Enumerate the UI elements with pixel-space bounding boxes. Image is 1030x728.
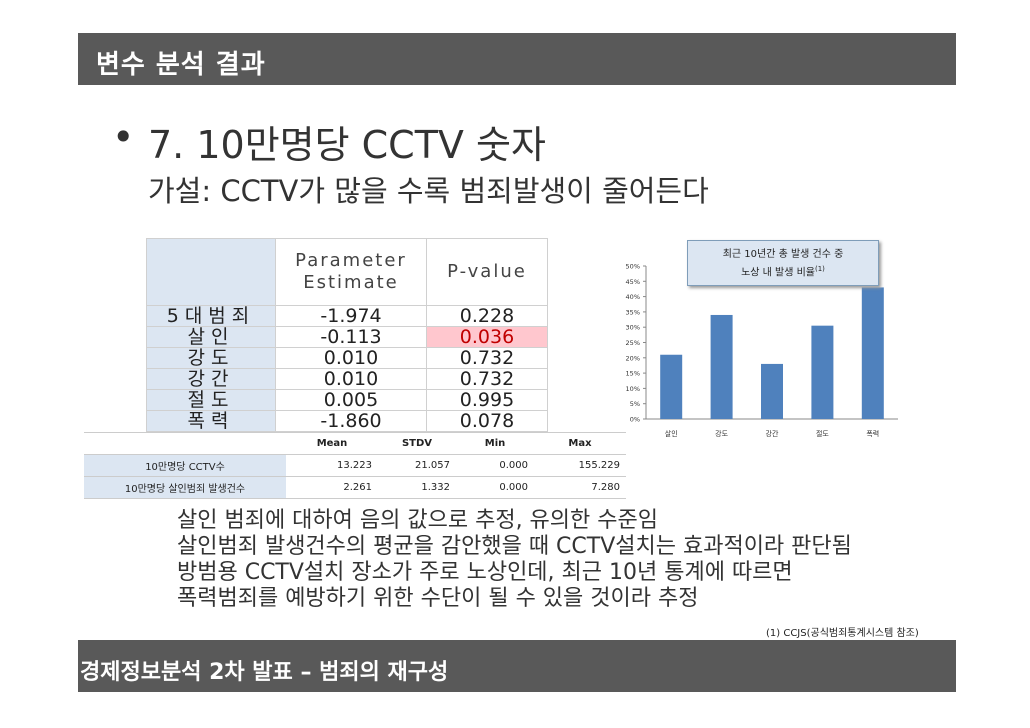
mean-cell: 2.261 xyxy=(286,476,378,499)
x-tick-label: 살인 xyxy=(665,429,678,438)
bar-chart: 0% 5% 10% 15% 20% 25% 30% 35% 40% 45% 50% 살인 강도 강간 절도 폭… xyxy=(626,263,898,438)
pvalue-cell-highlighted: 0.036 xyxy=(426,326,548,348)
y-tick-label: 15% xyxy=(626,370,640,378)
y-tick-label: 5% xyxy=(630,400,640,408)
footnote: (1) CCJS(공식범죄통계시스템 참조) xyxy=(766,628,919,639)
footer-bar xyxy=(78,640,956,692)
table-row: 폭력 -1.860 0.078 xyxy=(146,410,548,432)
hypothesis-text: 가설: CCTV가 많을 수록 범죄발생이 줄어든다 xyxy=(148,174,709,208)
x-tick-label: 절도 xyxy=(816,430,829,438)
pvalue-cell: 0.732 xyxy=(426,368,548,390)
header-bar xyxy=(78,33,956,85)
estimate-cell: -1.974 xyxy=(275,305,427,327)
table-row: 강간 0.010 0.732 xyxy=(146,368,548,390)
y-tick-label: 50% xyxy=(626,263,640,271)
table-row: 절도 0.005 0.995 xyxy=(146,389,548,411)
x-tick-label: 강도 xyxy=(715,429,728,438)
pvalue-cell: 0.995 xyxy=(426,389,548,411)
table-row: 살인 -0.113 0.036 xyxy=(146,326,548,348)
min-cell: 0.000 xyxy=(456,476,534,499)
min-cell: 0.000 xyxy=(456,454,534,477)
mean-cell: 13.223 xyxy=(286,454,378,477)
stdv-cell: 1.332 xyxy=(378,476,456,499)
chart-title-box: 최근 10년간 총 발생 건수 중 노상 내 발생 비율(1) xyxy=(687,240,879,286)
column-header-stdv: STDV xyxy=(378,432,456,455)
row-label: 살인 xyxy=(146,326,276,348)
bar xyxy=(660,354,683,419)
y-tick-label: 20% xyxy=(626,354,640,362)
bar xyxy=(861,287,884,419)
max-cell: 155.229 xyxy=(534,454,626,477)
table-row: 5대범죄 -1.974 0.228 xyxy=(146,305,548,327)
table-row: 10만명당 살인범죄 발생건수 2.261 1.332 0.000 7.280 xyxy=(84,476,626,499)
x-tick-label: 강간 xyxy=(766,429,779,438)
footer-title: 경제정보분석 2차 발표 – 범죄의 재구성 xyxy=(80,660,449,685)
row-label: 강도 xyxy=(146,347,276,369)
estimate-cell: -0.113 xyxy=(275,326,427,348)
x-tick-label: 폭력 xyxy=(866,430,879,438)
table-row: 강도 0.010 0.732 xyxy=(146,347,548,369)
conclusion-line: 방범용 CCTV설치 장소가 주로 노상인데, 최근 10년 통계에 따르면 xyxy=(177,560,793,585)
estimate-cell: 0.010 xyxy=(275,347,427,369)
column-header-max: Max xyxy=(534,432,626,455)
bar xyxy=(761,363,783,419)
y-tick-label: 10% xyxy=(626,385,640,393)
summary-corner xyxy=(84,432,286,455)
row-label: 10만명당 CCTV수 xyxy=(84,454,286,477)
conclusion-line: 살인범죄 발생건수의 평균을 감안했을 때 CCTV설치는 효과적이라 판단됨 xyxy=(177,534,852,559)
pvalue-cell: 0.228 xyxy=(426,305,548,327)
table-row: 10만명당 CCTV수 13.223 21.057 0.000 155.229 xyxy=(84,454,626,477)
row-label: 절도 xyxy=(146,389,276,411)
max-cell: 7.280 xyxy=(534,476,626,499)
bar xyxy=(811,325,834,419)
estimate-cell: 0.005 xyxy=(275,389,427,411)
y-tick-label: 40% xyxy=(626,293,640,301)
estimate-cell: 0.010 xyxy=(275,368,427,390)
pvalue-cell: 0.078 xyxy=(426,410,548,432)
conclusion-line: 살인 범죄에 대하여 음의 값으로 추정, 유의한 수준임 xyxy=(177,508,658,533)
parameter-table: Parameter Estimate P-value 5대범죄 -1.974 0… xyxy=(146,238,548,432)
chart-title-footnote-mark: (1) xyxy=(815,265,825,273)
bar xyxy=(710,314,733,419)
chart-title-line2: 노상 내 발생 비율(1) xyxy=(741,265,825,279)
chart-title-line1: 최근 10년간 총 발생 건수 중 xyxy=(722,249,844,260)
bullet-mark: • xyxy=(112,115,135,159)
y-tick-label: 25% xyxy=(626,339,640,347)
slide-title: 변수 분석 결과 xyxy=(96,50,266,80)
pvalue-cell: 0.732 xyxy=(426,347,548,369)
estimate-cell: -1.860 xyxy=(275,410,427,432)
row-label: 폭력 xyxy=(146,410,276,432)
column-header-pvalue: P-value xyxy=(426,238,548,306)
row-label: 5대범죄 xyxy=(146,305,276,327)
y-tick-label: 30% xyxy=(626,324,640,332)
table-corner xyxy=(146,238,276,306)
bullet-heading: 7. 10만명당 CCTV 숫자 xyxy=(148,123,546,167)
column-header-mean: Mean xyxy=(286,432,378,455)
column-header-estimate: Parameter Estimate xyxy=(275,238,427,306)
summary-table: Mean STDV Min Max 10만명당 CCTV수 13.223 21.… xyxy=(84,432,626,499)
y-tick-label: 35% xyxy=(626,308,640,316)
column-header-min: Min xyxy=(456,432,534,455)
stdv-cell: 21.057 xyxy=(378,454,456,477)
row-label: 10만명당 살인범죄 발생건수 xyxy=(84,476,286,499)
y-tick-label: 0% xyxy=(630,416,640,424)
row-label: 강간 xyxy=(146,368,276,390)
conclusion-line: 폭력범죄를 예방하기 위한 수단이 될 수 있을 것이라 추정 xyxy=(177,586,699,611)
conclusion-text: 살인 범죄에 대하여 음의 값으로 추정, 유의한 수준임 살인범죄 발생건수의… xyxy=(177,508,852,612)
y-tick-label: 45% xyxy=(626,278,640,286)
